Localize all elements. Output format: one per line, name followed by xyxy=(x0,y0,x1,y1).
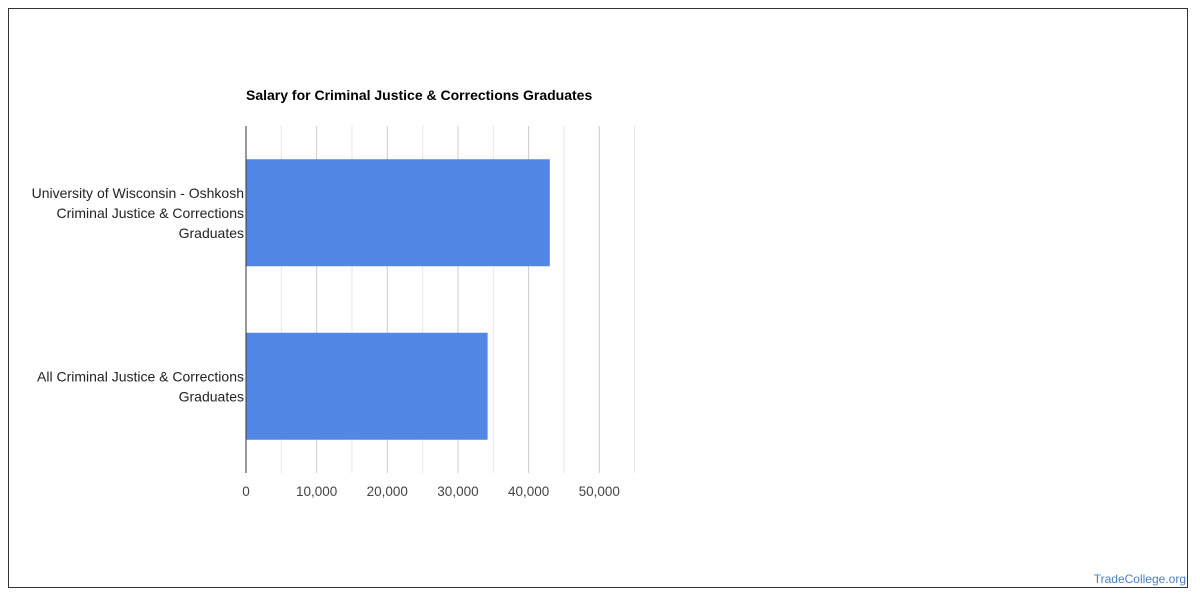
category-label-line: University of Wisconsin - Oshkosh xyxy=(32,185,244,201)
category-labels: University of Wisconsin - Oshkosh Crimina… xyxy=(32,185,244,405)
x-tick-label: 40,000 xyxy=(508,484,549,499)
x-tick-label: 20,000 xyxy=(367,484,408,499)
category-label-line: All Criminal Justice & Corrections xyxy=(37,368,244,384)
category-label-line: Graduates xyxy=(179,225,244,241)
bar-1[interactable] xyxy=(246,159,550,267)
x-tick-label: 0 xyxy=(242,484,250,499)
x-tick-labels: 0 10,000 20,000 30,000 40,000 50,000 xyxy=(242,484,620,499)
category-label-line: Criminal Justice & Corrections xyxy=(57,205,245,221)
x-tick-label: 10,000 xyxy=(296,484,337,499)
chart-frame: Salary for Criminal Justice & Correction… xyxy=(8,8,1188,588)
bar-chart: Salary for Criminal Justice & Correction… xyxy=(32,87,1186,586)
x-tick-label: 50,000 xyxy=(579,484,620,499)
bar-2[interactable] xyxy=(246,332,488,440)
category-label-2: All Criminal Justice & Corrections Gradua… xyxy=(37,368,244,404)
category-label-1: University of Wisconsin - Oshkosh Crimina… xyxy=(32,185,244,241)
chart-title: Salary for Criminal Justice & Correction… xyxy=(246,87,592,103)
x-tick-label: 30,000 xyxy=(437,484,478,499)
watermark-link[interactable]: TradeCollege.org xyxy=(1094,572,1186,586)
bars xyxy=(246,159,550,440)
category-label-line: Graduates xyxy=(179,388,244,404)
